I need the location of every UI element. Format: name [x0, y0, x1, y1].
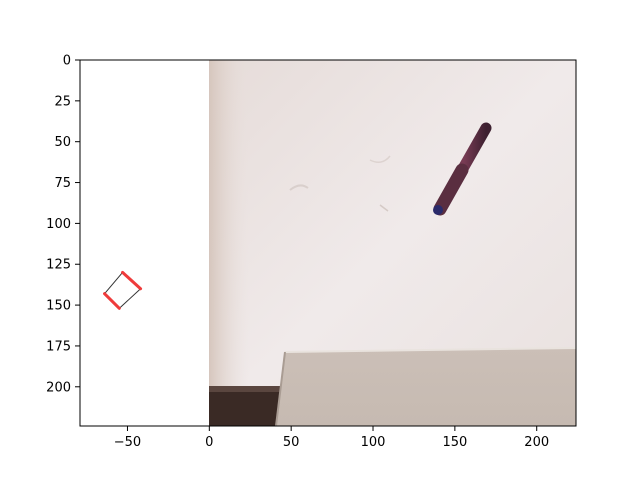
y-tick-label: 125	[46, 258, 71, 273]
gripper-finger	[103, 292, 121, 310]
gripper-finger	[121, 270, 143, 291]
marker-object	[433, 122, 492, 216]
gripper-edge	[118, 288, 141, 309]
x-axis: −50 0 50 100 150 200	[114, 426, 549, 450]
gripper-pose-overlay	[103, 270, 143, 310]
scene-photo	[209, 60, 576, 426]
x-tick-label: 100	[361, 435, 386, 450]
y-tick-label: 150	[46, 299, 71, 314]
y-axis: 0 25 50 75 100 125 150 175 200	[46, 54, 80, 395]
y-tick-label: 175	[46, 339, 71, 354]
y-tick-label: 100	[46, 217, 71, 232]
axes-frame	[79, 59, 577, 427]
x-tick-label: 50	[283, 435, 300, 450]
x-tick-label: −50	[114, 435, 141, 450]
y-tick-label: 75	[54, 176, 71, 191]
y-tick-label: 25	[54, 94, 71, 109]
y-tick-label: 0	[63, 54, 71, 69]
x-tick-label: 0	[205, 435, 213, 450]
y-tick-label: 200	[46, 380, 71, 395]
y-tick-label: 50	[54, 135, 71, 150]
x-tick-label: 200	[524, 435, 549, 450]
gripper-edge	[104, 272, 123, 294]
x-tick-label: 150	[442, 435, 467, 450]
